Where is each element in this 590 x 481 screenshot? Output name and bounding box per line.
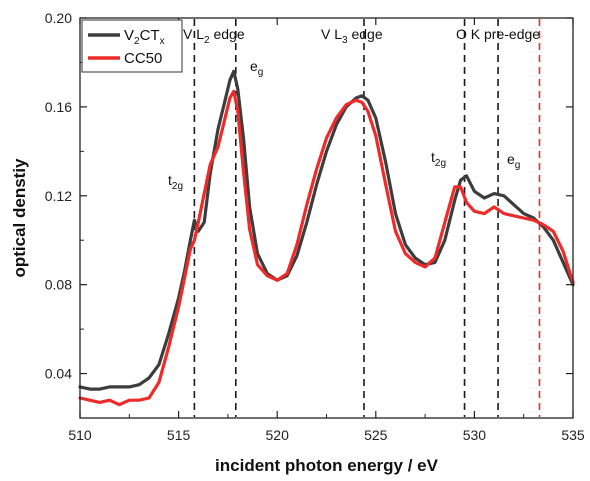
- x-tick-label-4: 530: [463, 427, 487, 443]
- annotation-v-l3-edge: V L3 edge: [321, 26, 383, 46]
- y-tick-label-2: 0.12: [45, 188, 72, 204]
- legend: V2CTx CC50: [81, 19, 183, 73]
- series-line-cc50: [78, 89, 575, 407]
- y-tick-label-3: 0.16: [45, 99, 72, 115]
- x-tick-label-3: 525: [364, 427, 388, 443]
- y-tick-label-4: 0.20: [45, 10, 72, 26]
- annotation-eg-ok: eg: [507, 151, 520, 171]
- x-tick-label-2: 520: [266, 427, 290, 443]
- annotation-v-l2-edge: V L2 edge: [183, 26, 245, 46]
- y-tick-label-1: 0.08: [45, 277, 72, 293]
- x-tick-label-1: 515: [167, 427, 191, 443]
- annotation-eg-vl2: eg: [250, 58, 263, 78]
- annotation-o-k-preedge: O K pre-edge: [456, 26, 540, 42]
- legend-box: [81, 19, 183, 73]
- annotation-t2g-ok: t2g: [431, 149, 446, 169]
- series-line-v2ctx: [78, 69, 575, 391]
- x-axis-title: incident photon energy / eV: [215, 456, 439, 475]
- annotation-t2g-vl2: t2g: [168, 172, 183, 192]
- y-tick-label-0: 0.04: [45, 366, 72, 382]
- axis-ticks: 510 515 520 525 530 535 0.04 0.08 0.12 0.16 0.20: [45, 10, 585, 443]
- y-axis-title: optical denstiy: [10, 158, 29, 278]
- series-lines: [78, 69, 575, 407]
- legend-label-cc50: CC50: [124, 50, 162, 67]
- x-tick-label-0: 510: [68, 427, 92, 443]
- legend-label-v2ctx: V2CTx: [124, 27, 165, 47]
- x-tick-label-5: 535: [561, 427, 585, 443]
